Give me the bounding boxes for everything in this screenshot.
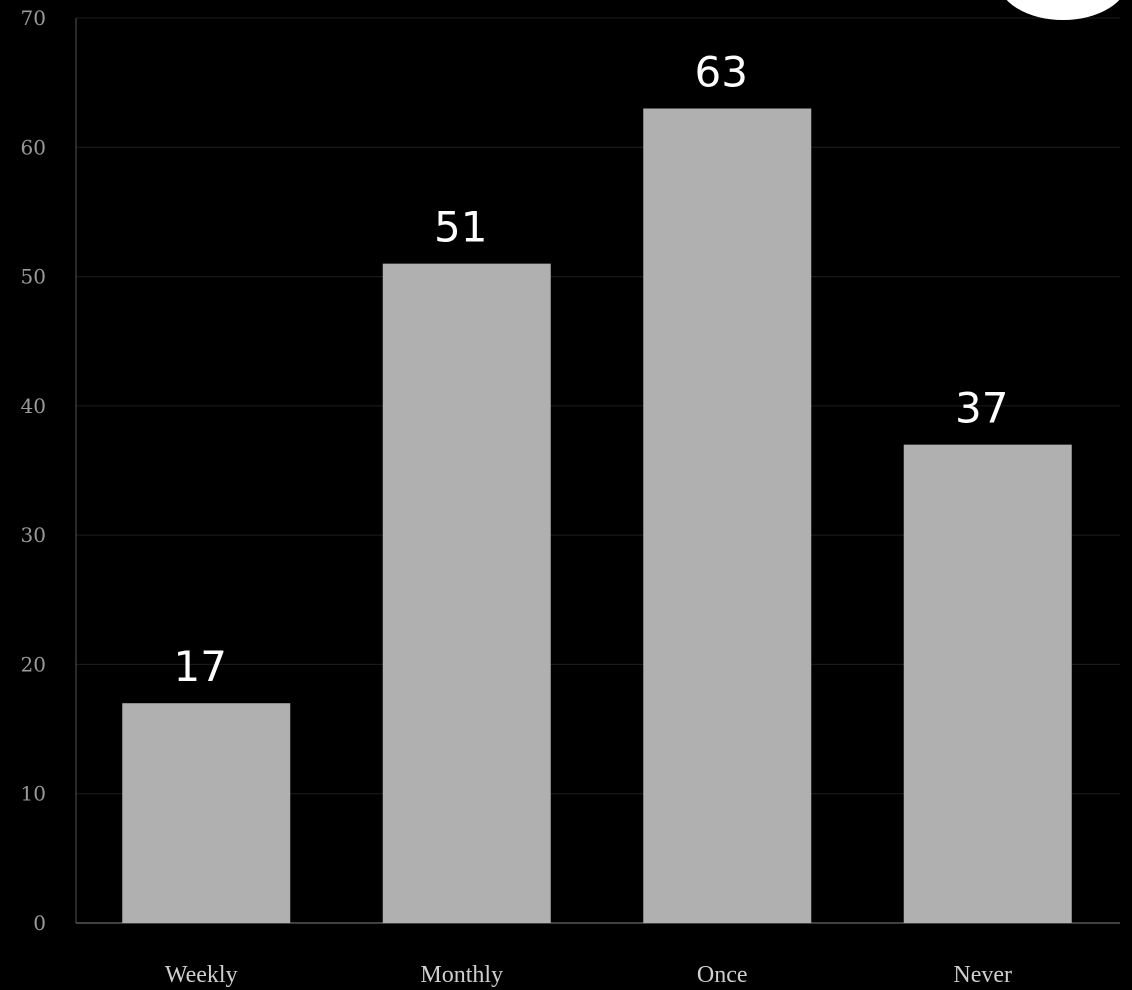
y-tick-label: 10 bbox=[21, 782, 46, 806]
data-label: 37 bbox=[955, 384, 1008, 433]
y-tick-label: 20 bbox=[21, 652, 46, 676]
x-tick-label: Once bbox=[697, 962, 748, 988]
data-label: 51 bbox=[434, 203, 487, 252]
y-tick-label: 50 bbox=[21, 265, 46, 289]
bars bbox=[122, 108, 1072, 924]
y-tick-label: 30 bbox=[21, 523, 46, 547]
x-tick-label: Weekly bbox=[165, 962, 238, 988]
x-axis-ticks: Weekly Monthly Once Never bbox=[165, 962, 1012, 988]
y-axis-ticks: 0 10 20 30 40 50 60 70 bbox=[21, 6, 46, 935]
y-tick-label: 0 bbox=[33, 911, 46, 935]
data-labels: 17 51 63 37 bbox=[174, 48, 1009, 692]
x-tick-label: Monthly bbox=[420, 962, 503, 988]
y-tick-label: 70 bbox=[21, 6, 46, 30]
data-label: 17 bbox=[174, 642, 227, 691]
x-tick-label: Never bbox=[953, 962, 1012, 988]
bar-monthly bbox=[382, 263, 551, 924]
y-tick-label: 40 bbox=[21, 394, 46, 418]
bar-weekly bbox=[122, 703, 291, 923]
data-label: 63 bbox=[695, 48, 748, 97]
bar-never bbox=[903, 444, 1072, 923]
bar-once bbox=[643, 108, 812, 923]
y-tick-label: 60 bbox=[21, 135, 46, 159]
